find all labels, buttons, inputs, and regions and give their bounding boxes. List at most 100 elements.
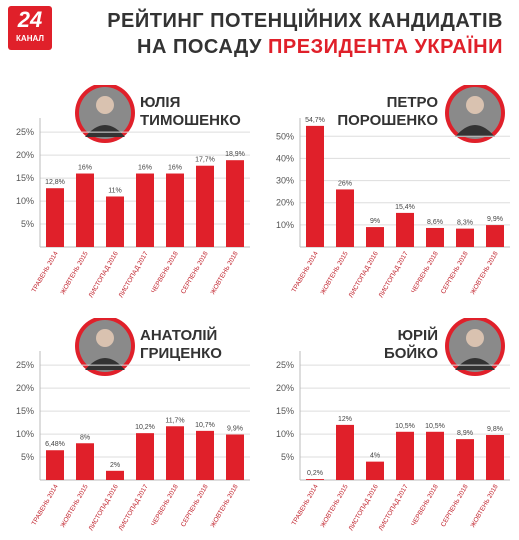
value-label: 11,7%	[165, 417, 184, 424]
value-label: 8,9%	[457, 430, 473, 437]
bar	[336, 424, 354, 480]
y-tick-label: 20%	[276, 383, 294, 393]
bar	[166, 173, 184, 247]
title-line: РЕЙТИНГ ПОТЕНЦІЙНИХ КАНДИДАТІВ	[107, 10, 503, 32]
value-label: 6,48%	[45, 441, 65, 448]
y-tick-label: 15%	[16, 406, 34, 416]
value-label: 17,7%	[195, 157, 215, 164]
x-tick-label: ЖОВТЕНЬ 2015	[59, 483, 89, 529]
bar	[336, 189, 354, 247]
value-label: 10,7%	[195, 422, 215, 429]
y-tick-label: 50%	[276, 131, 294, 141]
x-tick-label: СЕРПЕНЬ 2018	[180, 483, 210, 528]
bar	[226, 160, 244, 247]
photo-body	[455, 358, 495, 370]
bar	[136, 173, 154, 247]
photo-head	[96, 329, 114, 347]
bar	[456, 228, 474, 247]
x-tick-label: ЛИСТОПАД 2017	[118, 483, 150, 532]
bar	[106, 470, 124, 480]
value-label: 11%	[108, 187, 122, 194]
logo-text: КАНАЛ	[16, 34, 44, 43]
title-line: НА ПОСАДУ ПРЕЗИДЕНТА УКРАЇНИ	[107, 34, 503, 60]
value-label: 18,9%	[225, 151, 245, 158]
y-tick-label: 5%	[21, 219, 34, 229]
x-tick-label: ЖОВТЕНЬ 2018	[469, 250, 499, 296]
value-label: 12,8%	[45, 179, 65, 186]
bar-chart: ПЕТРО ПОРОШЕНКО 10% 20% 30% 40% 50% 54,7% ТРАВЕН…	[276, 85, 510, 299]
x-tick-label: ЧЕРВЕНЬ 2018	[410, 250, 440, 294]
value-label: 10,2%	[135, 424, 155, 431]
candidate-name: ЮРІЙ БОЙКО	[384, 326, 438, 362]
x-tick-label: ТРАВЕНЬ 2014	[291, 483, 320, 527]
candidate-name: ПЕТРО ПОРОШЕНКО	[337, 94, 438, 129]
y-tick-label: 10%	[276, 429, 294, 439]
value-label: 10,5%	[395, 423, 415, 430]
bar	[426, 431, 444, 480]
photo-body	[85, 358, 125, 370]
bar	[106, 196, 124, 247]
x-tick-label: ЖОВТЕНЬ 2015	[59, 250, 89, 296]
photo-head	[96, 96, 114, 114]
x-tick-label: СЕРПЕНЬ 2018	[180, 250, 210, 295]
value-label: 26%	[338, 180, 352, 187]
candidate-name: ЮЛІЯ ТИМОШЕНКО	[140, 94, 241, 129]
x-tick-label: ЛИСТОПАД 2016	[88, 250, 120, 299]
y-tick-label: 20%	[16, 383, 34, 393]
x-tick-label: ЖОВТЕНЬ 2015	[319, 250, 349, 296]
x-tick-label: ЛИСТОПАД 2017	[378, 483, 410, 532]
logo: 24 КАНАЛ	[8, 6, 52, 50]
photo-head	[466, 96, 484, 114]
value-label: 12%	[338, 416, 352, 423]
bar-chart: ЮРІЙ БОЙКО 5% 10% 15% 20% 25% 0,2% ТРАВЕНЬ 2014 1…	[276, 318, 510, 532]
bar	[396, 212, 414, 247]
x-tick-label: ЛИСТОПАД 2016	[348, 250, 380, 299]
bar-chart: АНАТОЛІЙ ГРИЦЕНКО 5% 10% 15% 20% 25% 6,48% ТРАВЕ…	[16, 318, 250, 532]
bar	[366, 461, 384, 480]
value-label: 9,9%	[487, 216, 503, 223]
value-label: 2%	[110, 462, 120, 469]
y-tick-label: 40%	[276, 153, 294, 163]
y-tick-label: 20%	[276, 198, 294, 208]
value-label: 0,2%	[307, 470, 323, 477]
bar	[486, 434, 504, 480]
bar-chart: ЮЛІЯ ТИМОШЕНКО 5% 10% 15% 20% 25% 12,8% ТРАВЕНЬ …	[16, 85, 250, 299]
y-tick-label: 10%	[16, 429, 34, 439]
value-label: 10,5%	[425, 423, 445, 430]
value-label: 9%	[370, 218, 380, 225]
bar	[46, 188, 64, 247]
x-tick-label: ЧЕРВЕНЬ 2018	[410, 483, 440, 527]
bar	[76, 173, 94, 247]
y-tick-label: 25%	[16, 127, 34, 137]
title-part: НА ПОСАДУ	[137, 36, 262, 58]
x-tick-label: ЖОВТЕНЬ 2018	[469, 483, 499, 529]
bar	[306, 479, 324, 480]
value-label: 8,6%	[427, 219, 443, 226]
y-tick-label: 5%	[21, 452, 34, 462]
y-tick-label: 10%	[16, 196, 34, 206]
bar	[456, 439, 474, 480]
bar	[196, 430, 214, 480]
value-label: 8%	[80, 434, 90, 441]
bar	[76, 443, 94, 480]
y-tick-label: 25%	[16, 360, 34, 370]
x-tick-label: ТРАВЕНЬ 2014	[31, 483, 60, 527]
y-tick-label: 5%	[281, 452, 294, 462]
bar	[46, 450, 64, 480]
photo-head	[466, 329, 484, 347]
y-tick-label: 15%	[16, 173, 34, 183]
x-tick-label: ЛИСТОПАД 2017	[118, 250, 150, 299]
x-tick-label: СЕРПЕНЬ 2018	[440, 483, 470, 528]
bar	[226, 434, 244, 480]
bar	[136, 433, 154, 480]
value-label: 54,7%	[305, 117, 325, 124]
x-tick-label: ЧЕРВЕНЬ 2018	[150, 250, 180, 294]
title: РЕЙТИНГ ПОТЕНЦІЙНИХ КАНДИДАТІВ НА ПОСАДУ…	[107, 8, 503, 60]
x-tick-label: ТРАВЕНЬ 2014	[31, 250, 60, 294]
x-tick-label: ТРАВЕНЬ 2014	[291, 250, 320, 294]
x-tick-label: ЛИСТОПАД 2017	[378, 250, 410, 299]
bar	[366, 227, 384, 247]
bar	[486, 225, 504, 247]
x-tick-label: ЖОВТЕНЬ 2015	[319, 483, 349, 529]
